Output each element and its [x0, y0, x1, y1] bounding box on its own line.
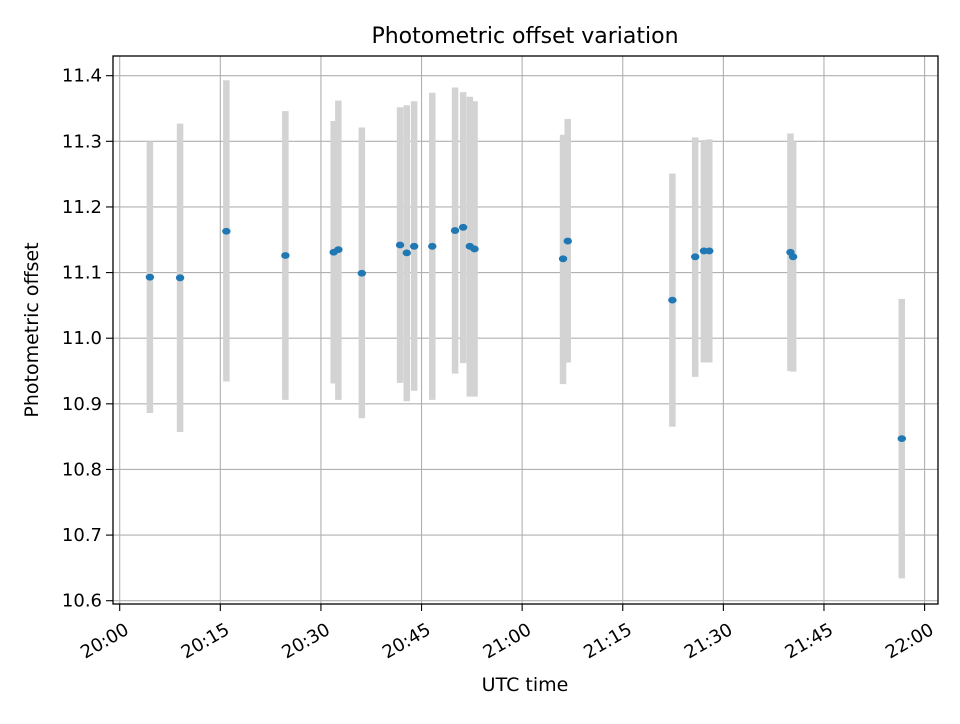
data-point [428, 242, 437, 250]
data-point [897, 435, 906, 443]
x-axis-label: UTC time [482, 674, 569, 696]
data-point [705, 247, 714, 255]
data-points [145, 223, 906, 443]
y-axis-label: Photometric offset [21, 242, 43, 417]
y-tick-label: 10.8 [62, 459, 102, 480]
data-point [402, 249, 411, 257]
data-point [450, 227, 460, 234]
data-point [175, 274, 185, 282]
y-tick-label: 10.7 [62, 525, 102, 546]
data-point [563, 237, 572, 245]
y-tick-label: 10.6 [62, 591, 102, 612]
data-point [690, 253, 700, 261]
y-tick-label: 10.9 [62, 394, 102, 415]
y-axis-ticks: 10.6 10.7 10.8 10.9 11.0 11.1 11.2 11.3 11.4 [62, 66, 113, 612]
y-tick-label: 11.3 [62, 131, 102, 152]
data-point [145, 273, 155, 281]
chart-title: Photometric offset variation [371, 24, 678, 49]
y-tick-label: 11.2 [62, 197, 102, 218]
data-point [558, 255, 568, 263]
y-tick-label: 11.1 [62, 263, 102, 284]
plot-area-frame [112, 55, 939, 605]
data-point [458, 223, 468, 231]
data-point [334, 246, 343, 254]
data-point [395, 241, 405, 249]
y-tick-label: 11.4 [62, 66, 102, 87]
y-tick-label: 11.0 [62, 328, 102, 349]
data-point [668, 296, 677, 304]
data-point [281, 252, 290, 259]
data-point [357, 269, 367, 277]
data-point [409, 242, 419, 250]
data-point [222, 227, 231, 235]
data-point [788, 253, 798, 261]
grid-lines [113, 56, 938, 604]
data-point [470, 245, 479, 253]
